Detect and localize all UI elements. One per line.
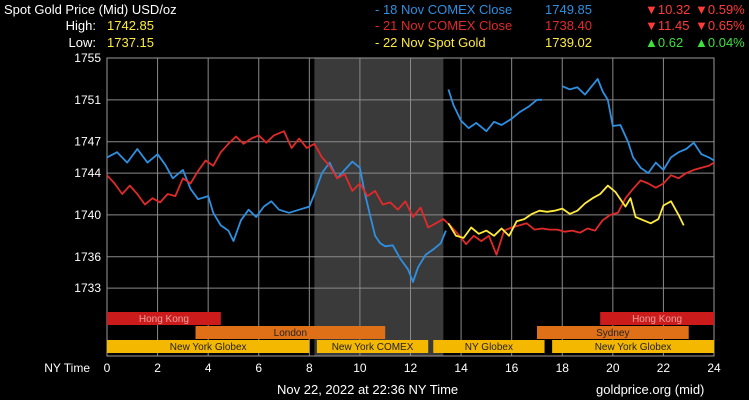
comex-shaded-region bbox=[314, 58, 444, 356]
y-tick-label: 1740 bbox=[74, 208, 101, 222]
y-tick-label: 1747 bbox=[74, 135, 101, 149]
legend-pct: ▼0.65% bbox=[695, 18, 745, 33]
x-tick-label: 18 bbox=[556, 361, 570, 375]
x-tick-label: 16 bbox=[505, 361, 519, 375]
y-tick-label: 1751 bbox=[74, 93, 101, 107]
legend-name: - 22 Nov Spot Gold bbox=[375, 35, 486, 50]
series-line bbox=[106, 130, 715, 256]
x-tick-label: 8 bbox=[306, 361, 313, 375]
legend-value: 1739.02 bbox=[545, 35, 592, 50]
low-label: Low: bbox=[68, 35, 96, 50]
session-bar bbox=[600, 312, 714, 325]
series-line bbox=[447, 89, 542, 133]
x-tick-label: 4 bbox=[205, 361, 212, 375]
high-value: 1742.85 bbox=[107, 18, 154, 33]
session-label: New York Globex bbox=[170, 342, 247, 353]
x-axis-label: NY Time bbox=[44, 361, 90, 375]
y-tick-label: 1744 bbox=[74, 166, 101, 180]
series-line bbox=[561, 78, 715, 174]
legend-name: - 18 Nov COMEX Close bbox=[375, 2, 513, 17]
session-label: New York COMEX bbox=[332, 342, 414, 353]
legend-value: 1749.85 bbox=[545, 2, 592, 17]
legend-change: ▲0.62 bbox=[645, 35, 684, 50]
session-bar bbox=[552, 340, 714, 353]
session-bar bbox=[107, 340, 310, 353]
session-bar bbox=[536, 326, 689, 339]
session-label: Hong Kong bbox=[632, 314, 682, 325]
session-label: London bbox=[274, 328, 307, 339]
high-label: High: bbox=[65, 18, 96, 33]
timestamp: Nov 22, 2022 at 22:36 NY Time bbox=[277, 382, 459, 397]
x-tick-label: 20 bbox=[606, 361, 620, 375]
source-credit: goldprice.org (mid) bbox=[596, 382, 705, 397]
x-tick-label: 10 bbox=[353, 361, 367, 375]
y-tick-label: 1755 bbox=[74, 51, 101, 65]
legend-value: 1738.40 bbox=[545, 18, 592, 33]
legend-change: ▼11.45 bbox=[645, 18, 690, 33]
session-bar bbox=[107, 312, 221, 325]
session-bar bbox=[195, 326, 386, 339]
chart-title: Spot Gold Price (Mid) USD/oz bbox=[4, 2, 177, 17]
session-label: NY Globex bbox=[465, 342, 513, 353]
session-label: New York Globex bbox=[595, 342, 672, 353]
x-tick-label: 6 bbox=[255, 361, 262, 375]
x-tick-label: 14 bbox=[454, 361, 468, 375]
series-line bbox=[447, 184, 685, 239]
low-value: 1737.15 bbox=[107, 35, 154, 50]
legend-pct: ▲0.04% bbox=[695, 35, 745, 50]
legend-pct: ▼0.59% bbox=[695, 2, 745, 17]
session-bar bbox=[316, 340, 429, 353]
x-tick-label: 12 bbox=[404, 361, 418, 375]
x-tick-label: 24 bbox=[707, 361, 721, 375]
session-label: Sydney bbox=[596, 328, 629, 339]
series-line bbox=[106, 148, 447, 283]
legend-change: ▼10.32 bbox=[645, 2, 691, 17]
x-tick-label: 2 bbox=[154, 361, 161, 375]
session-label: Hong Kong bbox=[139, 314, 189, 325]
y-tick-label: 1733 bbox=[74, 281, 101, 295]
x-tick-label: 0 bbox=[104, 361, 111, 375]
legend-name: - 21 Nov COMEX Close bbox=[375, 18, 513, 33]
y-tick-label: 1736 bbox=[74, 250, 101, 264]
plot-border bbox=[106, 57, 715, 357]
x-tick-label: 22 bbox=[657, 361, 671, 375]
session-bar bbox=[433, 340, 545, 353]
